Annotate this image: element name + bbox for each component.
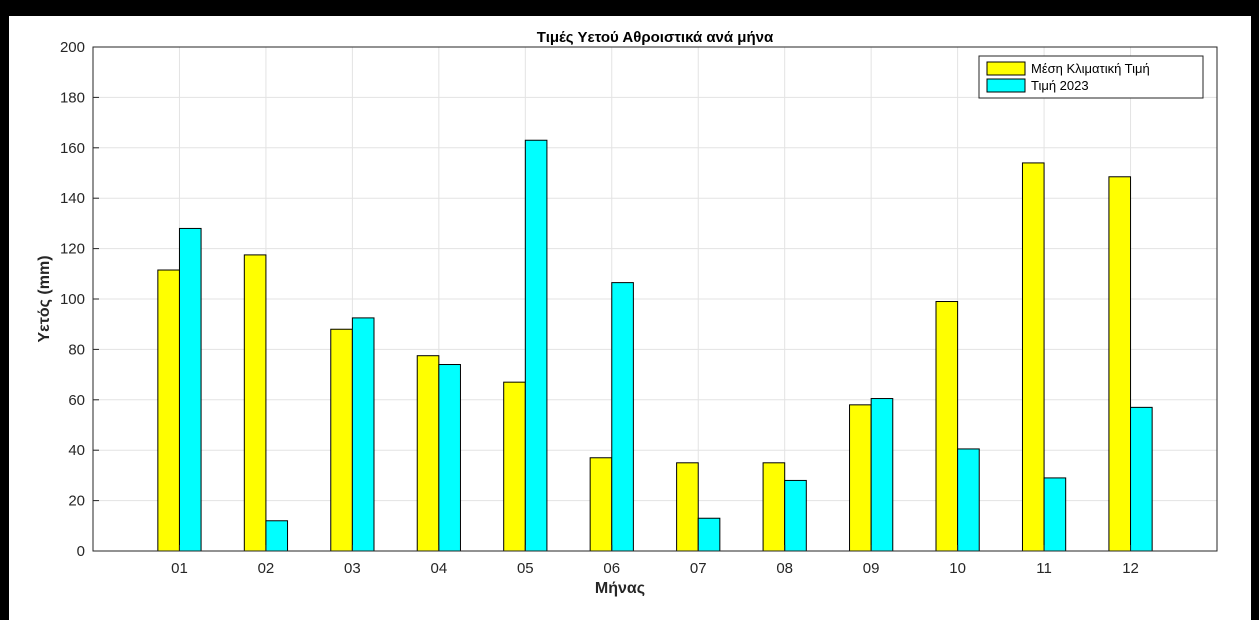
bar-value-2023 bbox=[524, 139, 548, 552]
y-tick-label: 0 bbox=[77, 543, 85, 560]
bar-climate-mean bbox=[589, 457, 613, 552]
x-tick-label: 01 bbox=[171, 560, 188, 577]
y-tick-label: 120 bbox=[60, 241, 85, 258]
bars bbox=[157, 139, 1153, 552]
x-tick-label: 05 bbox=[517, 560, 534, 577]
x-tick-label: 04 bbox=[431, 560, 448, 577]
bar-climate-mean bbox=[330, 328, 353, 552]
bar-climate-mean bbox=[243, 254, 267, 552]
chart-title: Τιμές Υετού Αθροιστικά ανά μήνα bbox=[537, 29, 774, 46]
legend-label-climate-mean: Μέση Κλιματική Τιμή bbox=[1031, 61, 1150, 76]
bar-value-2023 bbox=[870, 398, 894, 552]
bar-value-2023 bbox=[784, 479, 807, 552]
bar-value-2023 bbox=[438, 364, 461, 552]
bar-climate-mean bbox=[935, 301, 959, 552]
x-axis-ticks: 01 02 03 04 05 06 07 08 09 10 11 12 bbox=[171, 545, 1139, 577]
bar-value-2023 bbox=[1043, 477, 1067, 552]
bar-value-2023 bbox=[611, 282, 634, 552]
bar-climate-mean bbox=[416, 355, 440, 552]
x-tick-label: 10 bbox=[949, 560, 966, 577]
bar-value-2023 bbox=[351, 317, 375, 552]
x-tick-label: 08 bbox=[776, 560, 793, 577]
bar-value-2023 bbox=[178, 227, 202, 552]
y-axis-ticks: 0 20 40 60 80 100 120 140 160 180 200 bbox=[60, 39, 99, 560]
y-axis-label: Υετός (mm) bbox=[36, 255, 53, 342]
bar-climate-mean bbox=[1108, 176, 1132, 552]
bar-climate-mean bbox=[676, 462, 699, 552]
bar-value-2023 bbox=[1130, 406, 1153, 552]
bar-climate-mean bbox=[762, 462, 786, 552]
x-tick-label: 02 bbox=[258, 560, 275, 577]
y-tick-label: 200 bbox=[60, 39, 85, 56]
x-tick-label: 03 bbox=[344, 560, 361, 577]
bar-value-2023 bbox=[265, 520, 289, 552]
legend: Μέση Κλιματική Τιμή Τιμή 2023 bbox=[978, 55, 1204, 99]
x-tick-label: 07 bbox=[690, 560, 707, 577]
x-tick-label: 12 bbox=[1122, 560, 1139, 577]
bar-climate-mean bbox=[1021, 162, 1045, 552]
x-axis-label: Μήνας bbox=[595, 580, 645, 597]
y-tick-label: 80 bbox=[68, 341, 85, 358]
y-tick-label: 160 bbox=[60, 140, 85, 157]
legend-swatch-value-2023 bbox=[986, 78, 1026, 93]
y-tick-label: 60 bbox=[68, 392, 85, 409]
bar-climate-mean bbox=[503, 381, 526, 552]
figure-canvas: 0 20 40 60 80 100 120 140 160 180 200 01 02 03 04 05 06… bbox=[9, 16, 1251, 620]
y-tick-label: 20 bbox=[68, 493, 85, 510]
legend-label-value-2023: Τιμή 2023 bbox=[1031, 78, 1089, 93]
legend-swatch-climate-mean bbox=[986, 61, 1026, 76]
bar-climate-mean bbox=[849, 404, 872, 552]
bar-climate-mean bbox=[157, 269, 180, 552]
bar-value-2023 bbox=[957, 448, 980, 552]
y-tick-label: 100 bbox=[60, 291, 85, 308]
bar-chart: 0 20 40 60 80 100 120 140 160 180 200 01 02 03 04 05 06… bbox=[36, 29, 1218, 597]
y-tick-label: 180 bbox=[60, 89, 85, 106]
x-tick-label: 09 bbox=[863, 560, 880, 577]
x-tick-label: 06 bbox=[603, 560, 620, 577]
bar-value-2023 bbox=[697, 517, 721, 552]
x-tick-label: 11 bbox=[1036, 560, 1052, 577]
y-tick-label: 40 bbox=[68, 442, 85, 459]
y-tick-label: 140 bbox=[60, 190, 85, 207]
